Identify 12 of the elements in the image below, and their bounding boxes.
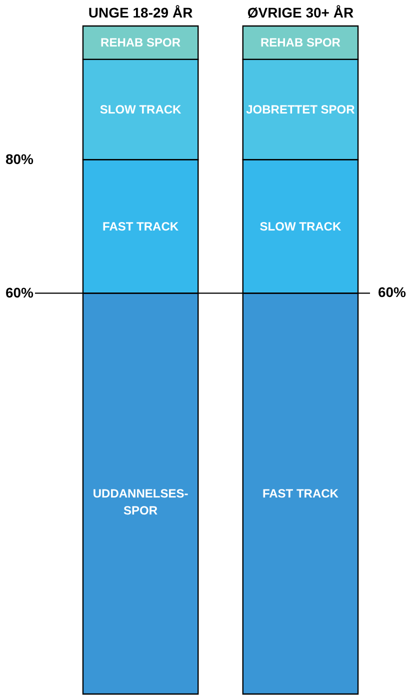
annotation: SLOW TRACK bbox=[100, 102, 182, 116]
y-tick-label: 80% bbox=[5, 151, 34, 168]
x-tick-label: UNGE 18-29 ÅR bbox=[88, 4, 193, 20]
annotation: REHAB SPOR bbox=[100, 36, 181, 50]
annotation: FAST TRACK bbox=[262, 486, 339, 501]
annotation: FAST TRACK bbox=[102, 219, 179, 234]
annotation: REHAB SPOR bbox=[260, 36, 341, 50]
annotation: SLOW TRACK bbox=[260, 219, 342, 234]
x-tick-label: ØVRIGE 30+ ÅR bbox=[247, 4, 354, 20]
annotation: UDDANNELSES- SPOR bbox=[92, 486, 188, 518]
annotation: JOBRETTET SPOR bbox=[246, 102, 356, 116]
ref-line-label: 60% bbox=[378, 284, 407, 300]
